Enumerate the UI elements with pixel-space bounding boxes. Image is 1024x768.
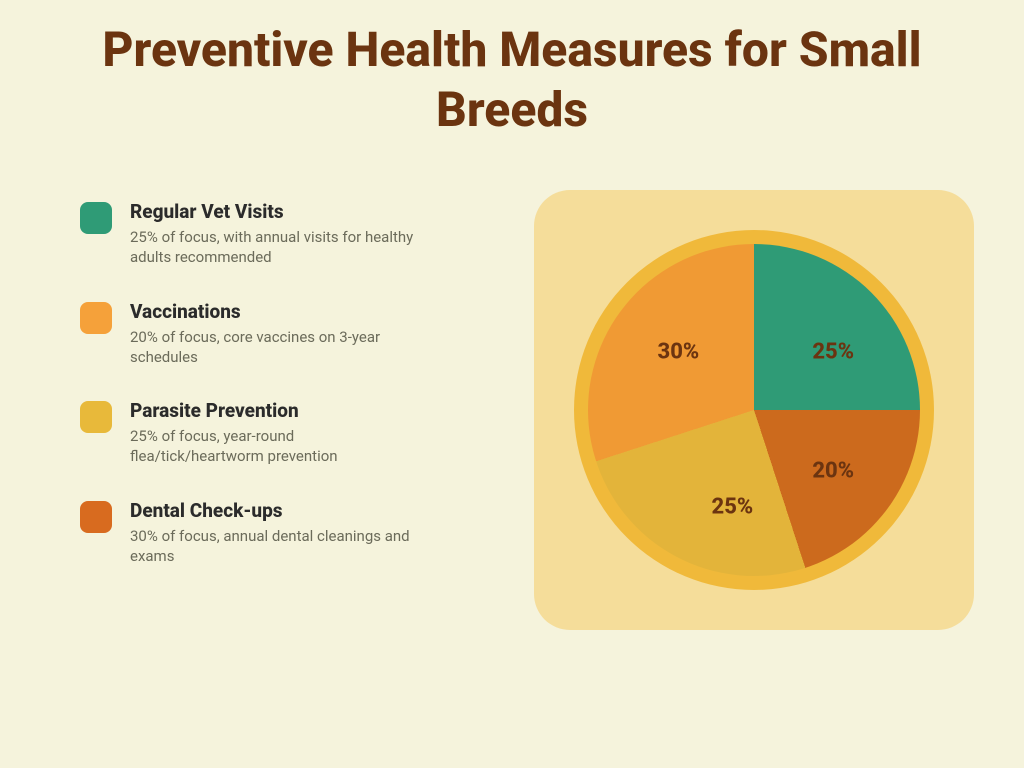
chart-panel: 25% 20% 25% 30% xyxy=(534,190,974,630)
pie-chart xyxy=(588,244,920,576)
legend-item-desc: 30% of focus, annual dental cleanings an… xyxy=(130,526,420,567)
legend-item-desc: 20% of focus, core vaccines on 3-year sc… xyxy=(130,327,420,368)
slice-label: 20% xyxy=(812,459,854,484)
legend-item: Parasite Prevention 25% of focus, year-r… xyxy=(80,399,494,467)
slice-label: 25% xyxy=(812,340,854,365)
legend-text: Vaccinations 20% of focus, core vaccines… xyxy=(130,300,494,368)
legend-swatch xyxy=(80,202,112,234)
legend-swatch xyxy=(80,302,112,334)
pie-wrapper: 25% 20% 25% 30% xyxy=(574,230,934,590)
legend-item: Vaccinations 20% of focus, core vaccines… xyxy=(80,300,494,368)
legend-item-desc: 25% of focus, year-round flea/tick/heart… xyxy=(130,426,420,467)
legend-swatch xyxy=(80,501,112,533)
legend-text: Dental Check-ups 30% of focus, annual de… xyxy=(130,499,494,567)
legend-item-title: Regular Vet Visits xyxy=(130,200,494,223)
legend-item: Dental Check-ups 30% of focus, annual de… xyxy=(80,499,494,567)
legend-item: Regular Vet Visits 25% of focus, with an… xyxy=(80,200,494,268)
legend: Regular Vet Visits 25% of focus, with an… xyxy=(80,190,494,630)
slice-label: 30% xyxy=(658,340,700,365)
legend-item-title: Parasite Prevention xyxy=(130,399,494,422)
content-row: Regular Vet Visits 25% of focus, with an… xyxy=(0,140,1024,630)
page-title: Preventive Health Measures for Small Bre… xyxy=(0,0,1024,140)
legend-item-title: Dental Check-ups xyxy=(130,499,494,522)
legend-text: Parasite Prevention 25% of focus, year-r… xyxy=(130,399,494,467)
legend-text: Regular Vet Visits 25% of focus, with an… xyxy=(130,200,494,268)
legend-item-title: Vaccinations xyxy=(130,300,494,323)
slice-label: 25% xyxy=(712,495,754,520)
legend-swatch xyxy=(80,401,112,433)
legend-item-desc: 25% of focus, with annual visits for hea… xyxy=(130,227,420,268)
